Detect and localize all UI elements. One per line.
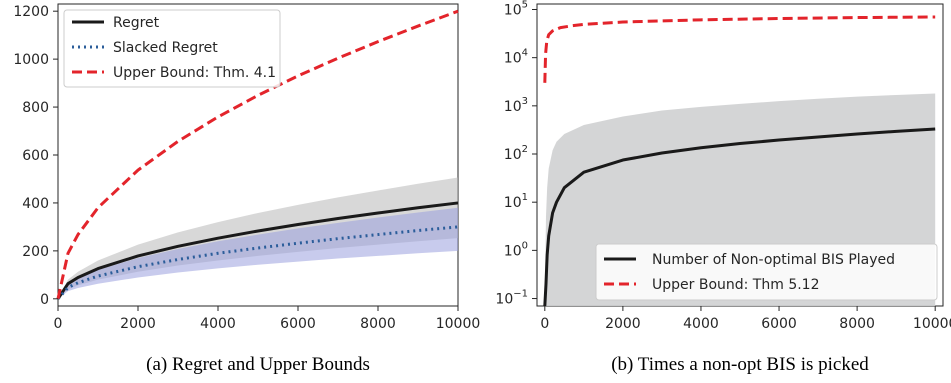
y-tick-label: 105 — [504, 0, 528, 18]
legend-label-upper-bound-a: Upper Bound: Thm. 4.1 — [113, 65, 276, 81]
x-tick-label: 10000 — [913, 316, 951, 332]
x-tick-label: 6000 — [280, 316, 316, 332]
x-tick-label: 10000 — [436, 316, 481, 332]
y-tick-label: 104 — [504, 48, 528, 67]
y-tick-label: 1000 — [13, 52, 49, 68]
legend-box-a — [63, 9, 281, 88]
y-tick-label: 200 — [22, 244, 49, 260]
caption-a: (a) Regret and Upper Bounds — [146, 354, 370, 375]
legend-label-non-optimal: Number of Non-optimal BIS Played — [652, 252, 895, 268]
y-tick-label: 103 — [504, 96, 528, 115]
y-tick-label: 1200 — [13, 4, 49, 20]
x-tick-label: 8000 — [839, 316, 875, 332]
x-tick-label: 2000 — [120, 316, 156, 332]
x-tick-label: 4000 — [683, 316, 719, 332]
y-tick-label: 400 — [22, 196, 49, 212]
y-tick-label: 0 — [40, 292, 49, 308]
legend-a: Regret Slacked Regret Upper Bound: Thm. … — [63, 9, 281, 88]
legend-label-regret: Regret — [113, 15, 160, 31]
series-line-slacked-regret — [56, 225, 459, 300]
panel-b: 0 2000 4000 6000 8000 10000 10−1 100 101 102 103 1… — [495, 0, 951, 375]
y-tick-label: 800 — [22, 100, 49, 116]
y-tick-label: 100 — [504, 240, 528, 259]
legend-box-b — [595, 243, 938, 301]
y-tick-label: 600 — [22, 148, 49, 164]
caption-b: (b) Times a non-opt BIS is picked — [611, 354, 869, 375]
series-line-upper-bound-thm-4-1 — [56, 9, 459, 300]
series-line-number-of-non-optimal-bis-played — [543, 127, 936, 307]
x-tick-label: 6000 — [761, 316, 797, 332]
series-line-regret — [56, 201, 459, 300]
y-tick-label: 10−1 — [495, 289, 528, 308]
legend-label-upper-bound-b: Upper Bound: Thm 5.12 — [652, 277, 820, 293]
legend-b: Number of Non-optimal BIS Played Upper B… — [595, 243, 938, 301]
x-tick-label: 0 — [54, 316, 63, 332]
legend-label-slacked-regret: Slacked Regret — [113, 40, 218, 56]
x-tick-label: 0 — [540, 316, 549, 332]
x-tick-label: 8000 — [360, 316, 396, 332]
band-slacked-regret — [58, 207, 458, 299]
y-tick-label: 101 — [504, 192, 528, 211]
x-tick-label: 2000 — [605, 316, 641, 332]
x-tick-label: 4000 — [200, 316, 236, 332]
y-tick-label: 102 — [504, 144, 528, 163]
panel-a: 0 2000 4000 6000 8000 10000 0 200 400 600 800 1000… — [13, 3, 481, 375]
